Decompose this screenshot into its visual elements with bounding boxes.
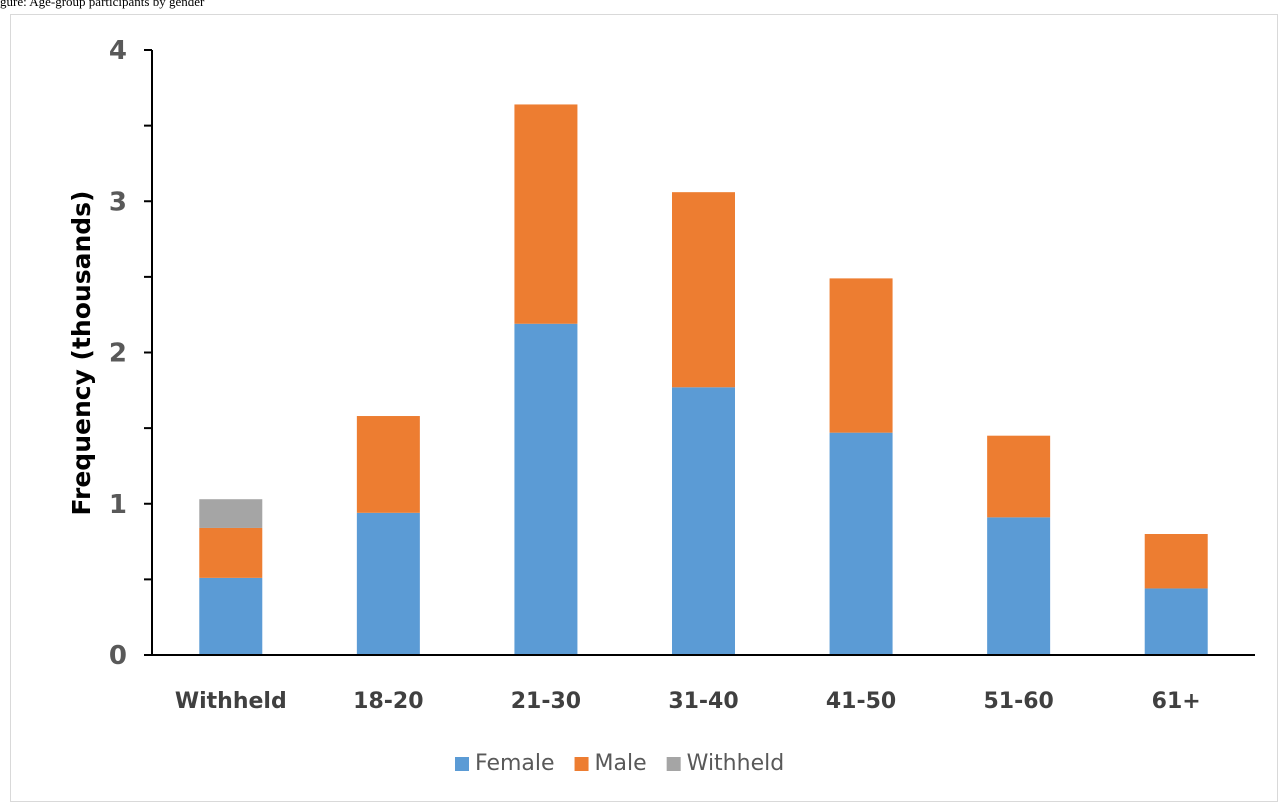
chart-frame	[10, 14, 1278, 802]
bar-male-18-20	[356, 416, 420, 513]
legend: Female Male Withheld	[455, 751, 784, 776]
bar-female-61+	[1144, 588, 1208, 655]
x-tick-label: 61+	[1152, 689, 1201, 714]
bars-layer	[199, 104, 1208, 655]
legend-swatch-withheld	[666, 757, 681, 771]
x-tick-label: 41-50	[826, 689, 896, 714]
x-tick-label: Withheld	[175, 689, 287, 714]
y-tick-label: 0	[109, 641, 127, 671]
bar-male-31-40	[672, 192, 735, 388]
y-tick-label: 2	[109, 339, 127, 369]
bar-withheld-withheld	[199, 499, 263, 528]
bar-male-51-60	[987, 435, 1051, 518]
bar-male-41-50	[829, 278, 893, 433]
bar-female-51-60	[987, 517, 1051, 655]
figure-caption: gure: Age-group participants by gender	[0, 0, 205, 9]
y-tick-label: 3	[109, 187, 127, 217]
x-tick-label: 51-60	[983, 689, 1053, 714]
y-tick-label: 4	[109, 36, 127, 66]
bar-male-61+	[1144, 534, 1208, 589]
x-tick-label: 18-20	[353, 689, 423, 714]
x-tick-label: 31-40	[668, 689, 738, 714]
legend-swatch-male	[574, 757, 589, 771]
y-axis-title: Frequency (thousands)	[67, 191, 96, 516]
y-tick-label: 1	[109, 490, 127, 520]
axes-layer	[144, 49, 1255, 656]
x-tick-label: 21-30	[511, 689, 581, 714]
legend-label-male: Male	[595, 751, 647, 776]
legend-label-female: Female	[475, 751, 555, 776]
labels-layer: Withheld 18-20 21-30 31-40 41-50 51-60 61+ 0 1 2 3…	[109, 36, 1201, 714]
bar-female-18-20	[356, 512, 420, 655]
legend-swatch-female	[455, 757, 469, 771]
bar-male-withheld	[199, 527, 263, 578]
bar-female-withheld	[199, 577, 263, 655]
bar-female-31-40	[672, 387, 735, 655]
legend-label-withheld: Withheld	[687, 751, 785, 776]
bar-female-21-30	[514, 323, 578, 655]
bar-male-21-30	[514, 104, 578, 324]
bar-female-41-50	[829, 432, 893, 655]
